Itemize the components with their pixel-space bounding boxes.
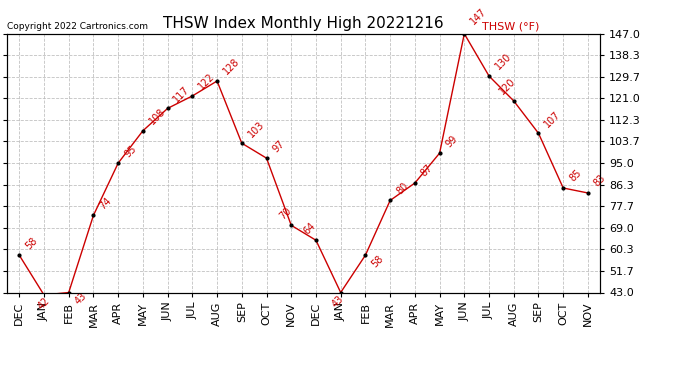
Text: 99: 99 bbox=[444, 133, 460, 149]
Text: 87: 87 bbox=[419, 163, 435, 179]
Text: 117: 117 bbox=[172, 84, 192, 104]
Text: 43: 43 bbox=[330, 293, 345, 309]
Text: 83: 83 bbox=[592, 173, 608, 189]
Text: 64: 64 bbox=[302, 220, 318, 236]
Text: 80: 80 bbox=[394, 180, 410, 196]
Text: 108: 108 bbox=[147, 106, 167, 127]
Text: 103: 103 bbox=[246, 119, 266, 139]
Text: 130: 130 bbox=[493, 52, 513, 72]
Text: 58: 58 bbox=[23, 235, 39, 251]
Text: 147: 147 bbox=[469, 7, 489, 27]
Text: 70: 70 bbox=[277, 206, 293, 221]
Text: 43: 43 bbox=[73, 291, 88, 306]
Title: THSW Index Monthly High 20221216: THSW Index Monthly High 20221216 bbox=[164, 16, 444, 31]
Text: 128: 128 bbox=[221, 57, 242, 77]
Text: Copyright 2022 Cartronics.com: Copyright 2022 Cartronics.com bbox=[7, 22, 148, 31]
Text: 107: 107 bbox=[542, 109, 563, 129]
Text: 85: 85 bbox=[567, 168, 583, 184]
Text: 120: 120 bbox=[497, 76, 518, 97]
Text: 122: 122 bbox=[197, 72, 217, 92]
Text: 95: 95 bbox=[122, 143, 138, 159]
Text: 58: 58 bbox=[370, 253, 386, 269]
Text: THSW (°F): THSW (°F) bbox=[482, 21, 539, 31]
Text: 97: 97 bbox=[270, 138, 286, 154]
Text: 42: 42 bbox=[36, 296, 52, 312]
Text: 74: 74 bbox=[97, 195, 113, 211]
